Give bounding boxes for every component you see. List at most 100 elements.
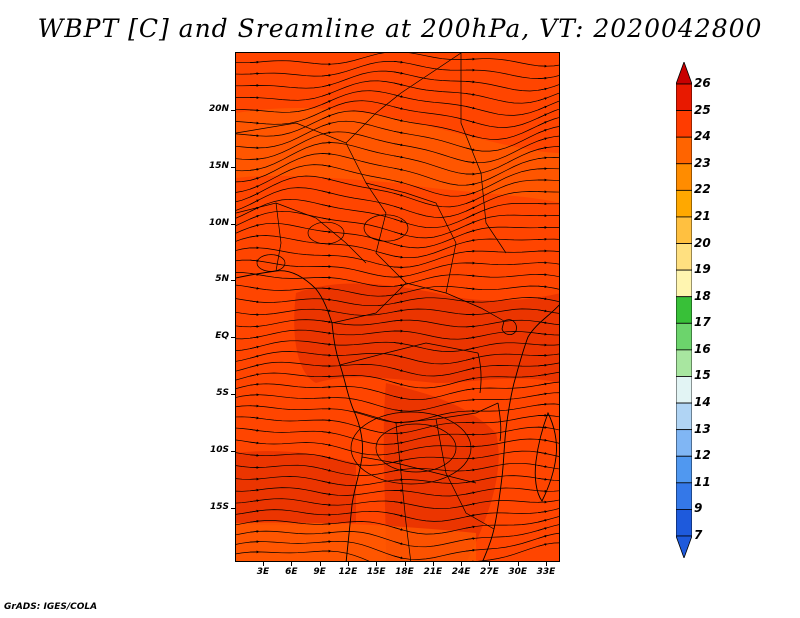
streamline-arrow	[321, 353, 332, 357]
coastlines-and-borders	[236, 53, 559, 561]
streamline-arrow	[465, 239, 476, 243]
colorbar-swatch	[676, 296, 692, 324]
streamline-arrow	[321, 492, 332, 496]
streamline-arrow	[321, 83, 332, 88]
border-south-3	[435, 418, 495, 530]
streamline-arrow	[249, 416, 260, 420]
lat-label: 5N	[215, 274, 229, 285]
colorbar-swatch	[676, 402, 692, 431]
border-west-1	[236, 202, 367, 264]
lat-tick	[231, 450, 235, 452]
streamline-arrow	[465, 229, 476, 234]
streamline-arrow	[537, 113, 548, 119]
streamline-arrow	[249, 335, 260, 339]
streamline-arrow	[465, 213, 476, 219]
streamline-arrow	[249, 509, 260, 513]
lat-tick	[231, 337, 235, 339]
streamline-arrow	[537, 438, 548, 442]
streamline-arrow	[393, 555, 404, 560]
colorbar-label: 15	[694, 368, 711, 383]
lat-label: 10S	[209, 444, 229, 455]
streamline-arrow	[465, 206, 476, 212]
streamline-arrow	[249, 373, 260, 377]
streamline-arrow	[465, 387, 476, 391]
colorbar-swatch	[676, 482, 692, 510]
streamline-arrow	[465, 93, 476, 96]
streamline-arrow	[321, 431, 332, 434]
colorbar-label: 13	[694, 421, 711, 436]
lake-victoria	[501, 319, 517, 335]
streamline-arrow	[537, 137, 548, 142]
streamline-arrow	[321, 217, 332, 221]
streamline-arrow	[537, 121, 548, 127]
streamline-arrow	[537, 382, 548, 386]
streamline-arrow	[321, 331, 332, 335]
lat-tick	[231, 223, 235, 225]
colorbar-swatch	[676, 455, 692, 484]
streamline-arrow	[249, 224, 260, 228]
colorbar-label: 14	[694, 395, 711, 410]
lon-tick	[263, 562, 264, 566]
streamline-arrow	[537, 332, 548, 336]
lon-tick	[376, 562, 378, 566]
border-south-4	[361, 456, 477, 484]
streamline-46	[236, 542, 559, 561]
streamline-arrow	[537, 373, 548, 377]
streamline-arrow	[537, 321, 548, 325]
streamline-arrow	[537, 309, 548, 313]
streamline-arrow	[537, 363, 548, 367]
streamline-arrow	[537, 527, 548, 531]
border-south-2	[395, 422, 412, 561]
lat-label: 15S	[209, 501, 229, 512]
streamline-arrow	[249, 355, 260, 359]
colorbar-label: 19	[694, 262, 711, 277]
circulation-loop-5	[375, 423, 457, 473]
grads-credit: GrADS: IGES/COLA	[4, 602, 98, 612]
map-title: WBPT [C] and Sreamline at 200hPa, VT: 20…	[37, 14, 763, 43]
colorbar-swatch	[676, 269, 692, 298]
lake-malawi	[497, 402, 502, 442]
streamline-arrow	[465, 468, 476, 472]
streamline-arrow	[321, 92, 332, 97]
streamline-arrow	[537, 392, 548, 396]
streamline-arrow	[393, 106, 404, 110]
streamline-arrow	[249, 382, 260, 386]
streamline-arrow	[537, 297, 548, 301]
streamline-arrow	[249, 540, 260, 544]
streamline-arrow	[537, 156, 548, 160]
streamline-arrow	[321, 320, 332, 324]
colorbar-label: 7	[694, 528, 703, 542]
colorbar-swatch	[676, 349, 692, 377]
lon-tick	[461, 562, 463, 566]
lon-label: 18E	[395, 567, 414, 577]
streamline-arrow	[249, 453, 260, 457]
streamline-arrow	[321, 141, 332, 145]
streamline-arrow	[249, 192, 260, 198]
streamline-arrow	[321, 107, 332, 113]
streamline-arrow	[321, 455, 332, 460]
streamline-arrow	[465, 377, 476, 381]
colorbar-label: 16	[694, 341, 711, 356]
streamline-arrow	[249, 234, 260, 238]
lon-tick	[489, 562, 491, 566]
streamline-arrow	[249, 177, 260, 181]
streamline-arrow	[537, 477, 548, 481]
border-central-2	[339, 342, 479, 366]
streamline-arrow	[321, 309, 332, 313]
streamline-arrow	[465, 191, 476, 196]
streamline-arrow	[465, 347, 476, 351]
madagascar-coastline	[534, 411, 557, 502]
streamline-arrow	[321, 531, 332, 535]
streamline-arrow	[393, 450, 404, 454]
colorbar-swatch	[676, 322, 692, 351]
streamline-arrow	[393, 283, 404, 287]
lon-label: 30E	[508, 567, 528, 577]
streamline-arrow	[249, 199, 260, 205]
streamline-arrow	[393, 155, 404, 159]
streamline-arrow	[393, 205, 404, 210]
streamline-arrow	[465, 161, 476, 164]
colorbar-label: 12	[694, 448, 711, 463]
streamline-arrow	[393, 167, 404, 171]
streamline-arrow	[249, 259, 260, 263]
border-west-2	[275, 202, 282, 272]
